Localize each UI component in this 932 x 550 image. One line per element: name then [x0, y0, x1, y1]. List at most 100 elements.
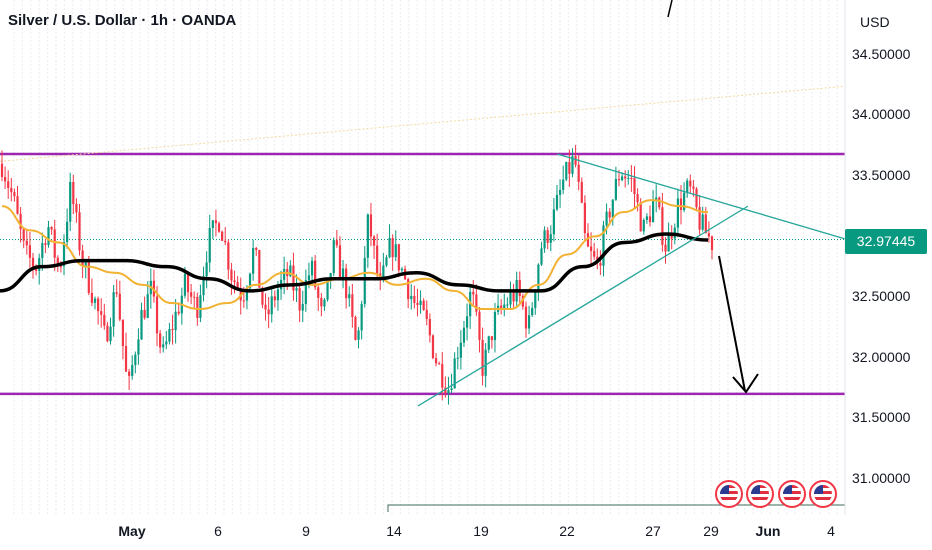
candle — [667, 222, 670, 252]
candle — [710, 235, 714, 260]
candle — [472, 280, 475, 306]
candle — [174, 299, 177, 344]
candle — [90, 278, 94, 306]
candle — [124, 332, 128, 372]
candle — [372, 235, 376, 260]
candle — [50, 226, 53, 235]
us-flag-icon[interactable] — [715, 480, 743, 508]
candle — [503, 293, 506, 317]
candle — [422, 298, 425, 311]
candle — [450, 373, 453, 394]
candle — [115, 279, 118, 298]
candle — [252, 239, 255, 281]
candle — [431, 334, 435, 360]
candle — [230, 263, 233, 295]
time-tick-label: 27 — [645, 523, 661, 539]
candle — [664, 237, 667, 264]
candle — [546, 227, 549, 250]
candle — [38, 253, 41, 285]
candle — [28, 232, 32, 271]
candle — [580, 177, 583, 204]
candle — [66, 208, 69, 249]
candle — [137, 328, 140, 365]
us-flag-icon[interactable] — [746, 480, 774, 508]
candle — [518, 271, 521, 306]
candle — [283, 256, 286, 295]
candle — [698, 194, 701, 235]
candle — [348, 286, 351, 307]
candle — [552, 197, 555, 242]
candle — [248, 272, 252, 293]
candle — [670, 225, 673, 250]
candle — [13, 188, 16, 202]
triangle-lower-trendline[interactable] — [417, 205, 749, 407]
triangle-upper-trendline[interactable] — [556, 153, 846, 240]
moving-average-slow — [0, 232, 709, 293]
candle — [10, 178, 13, 202]
candle — [465, 303, 469, 341]
candle — [537, 263, 540, 301]
candle — [298, 284, 301, 323]
candle — [186, 271, 190, 302]
candle — [335, 229, 338, 248]
candle — [205, 251, 208, 289]
candle — [357, 327, 360, 349]
candle — [462, 321, 466, 347]
candle — [586, 223, 590, 248]
candle — [447, 376, 450, 405]
candle — [134, 351, 137, 374]
candle — [0, 150, 4, 182]
candle — [410, 284, 413, 310]
currency-label: USD — [860, 14, 890, 30]
candle — [695, 187, 698, 210]
candle — [332, 237, 335, 277]
candle — [143, 296, 146, 320]
us-flag-icon[interactable] — [778, 480, 806, 508]
moving-average-fast — [1, 199, 709, 311]
down-arrow-icon[interactable] — [718, 255, 759, 394]
price-tick-label: 34.50000 — [852, 45, 911, 62]
candle — [540, 241, 543, 266]
candle — [360, 300, 363, 340]
candle — [69, 172, 72, 231]
candle — [295, 274, 298, 302]
candle — [658, 196, 661, 210]
candle — [391, 234, 394, 271]
candle — [304, 269, 307, 312]
candle — [676, 188, 679, 237]
candle — [509, 281, 512, 309]
candle — [444, 376, 447, 398]
price-tick-label: 33.50000 — [852, 166, 911, 183]
candle — [515, 271, 518, 306]
candle — [326, 278, 329, 302]
candle — [159, 329, 162, 354]
time-tick-label: 14 — [386, 523, 402, 539]
candle — [75, 198, 78, 223]
candle — [106, 322, 109, 343]
candle — [438, 361, 441, 365]
candle — [599, 250, 602, 276]
candle — [574, 144, 577, 168]
candle — [689, 174, 692, 194]
candle — [4, 166, 7, 190]
candle — [481, 327, 484, 386]
candle — [593, 242, 596, 260]
candle — [152, 269, 156, 303]
candle — [496, 293, 500, 316]
candle — [434, 353, 438, 367]
candle — [456, 346, 459, 370]
candle — [363, 246, 366, 308]
candle — [651, 190, 655, 223]
candle — [565, 161, 568, 182]
candle — [202, 266, 205, 302]
candle — [394, 230, 397, 262]
us-flag-icon[interactable] — [809, 480, 837, 508]
candle — [645, 213, 648, 224]
candle — [217, 221, 221, 233]
candle — [428, 313, 431, 343]
candle — [227, 239, 230, 280]
candle — [475, 284, 478, 316]
candle — [100, 298, 103, 328]
time-tick-label: 19 — [473, 523, 489, 539]
